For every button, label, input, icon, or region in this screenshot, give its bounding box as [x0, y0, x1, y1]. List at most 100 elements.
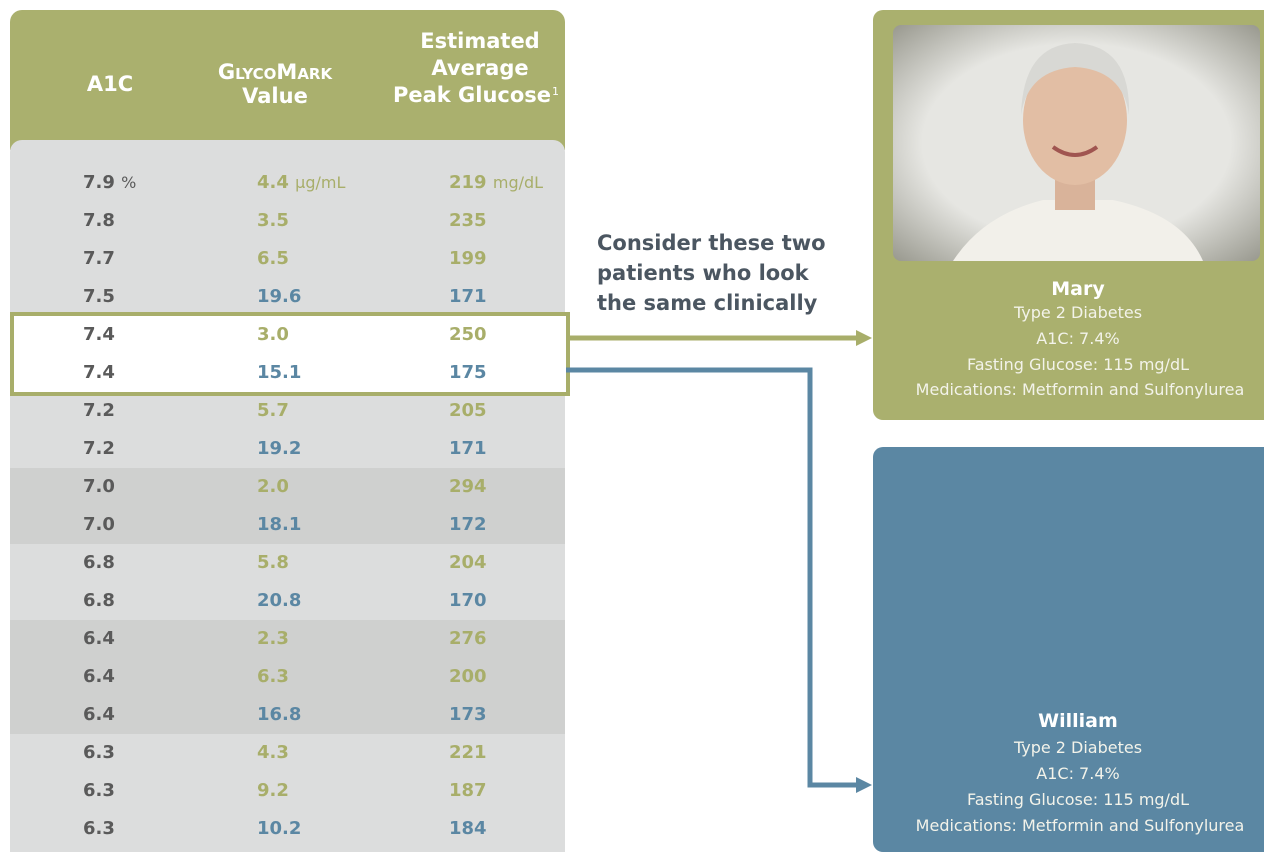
cell-a1c: 7.5 [83, 278, 115, 316]
cell-glycomark: 5.7 [257, 392, 289, 430]
callout-text: the same clinically [597, 291, 818, 315]
unit: % [121, 173, 137, 192]
unit: mg/dL [492, 173, 544, 192]
callout-text: Consider these two [597, 231, 826, 255]
cell-value: 205 [449, 400, 487, 421]
header-peak: Peak Glucose [392, 83, 552, 107]
cell-value: 6.3 [83, 780, 115, 801]
cell-glycomark: 2.3 [257, 620, 289, 658]
cell-value: 187 [449, 780, 487, 801]
cell-peak: 235 [449, 202, 487, 240]
cell-value: 3.0 [257, 324, 289, 345]
cell-a1c: 6.8 [83, 582, 115, 620]
cell-a1c: 6.3 [83, 734, 115, 772]
cell-value: 15.1 [257, 362, 302, 383]
cell-value: 219 [449, 172, 487, 193]
cell-value: 7.4 [83, 324, 115, 345]
cell-value: 250 [449, 324, 487, 345]
cell-value: 18.1 [257, 514, 302, 535]
arrow-head [856, 777, 872, 793]
cell-glycomark: 19.2 [257, 430, 301, 468]
cell-peak: 173 [449, 696, 487, 734]
cell-value: 4.3 [257, 742, 289, 763]
cell-glycomark: 10.2 [257, 810, 301, 848]
cell-peak: 219 mg/dL [449, 164, 543, 202]
cell-value: 175 [449, 362, 487, 383]
cell-peak: 205 [449, 392, 487, 430]
cell-value: 7.4 [83, 362, 115, 383]
header-a1c: A1C [86, 72, 134, 96]
header-glycomark: Value [242, 84, 308, 108]
patient-detail: A1C: 7.4% [1036, 764, 1120, 783]
cell-value: 7.7 [83, 248, 115, 269]
cell-glycomark: 20.8 [257, 582, 301, 620]
cell-a1c: 7.2 [83, 430, 115, 468]
arrow-head [856, 330, 872, 346]
table-header: A1C GlycoMark Value Estimated Average Pe… [10, 10, 565, 150]
cell-peak: 175 [449, 354, 487, 392]
cell-value: 2.3 [257, 628, 289, 649]
cell-a1c: 6.4 [83, 696, 115, 734]
patient-detail: A1C: 7.4% [1036, 329, 1120, 348]
cell-value: 2.0 [257, 476, 289, 497]
cell-value: 204 [449, 552, 487, 573]
cell-peak: 187 [449, 772, 487, 810]
cell-peak: 172 [449, 506, 487, 544]
patient-detail: Fasting Glucose: 115 mg/dL [966, 355, 1190, 374]
cell-glycomark: 18.1 [257, 506, 301, 544]
cell-a1c: 7.0 [83, 506, 115, 544]
cell-a1c: 6.4 [83, 658, 115, 696]
cell-glycomark: 2.0 [257, 468, 289, 506]
cell-value: 3.5 [257, 210, 289, 231]
patient-name: William [1038, 710, 1118, 732]
cell-value: 19.6 [257, 286, 302, 307]
cell-value: 6.4 [83, 704, 115, 725]
cell-value: 6.3 [257, 666, 289, 687]
cell-value: 4.4 [257, 172, 289, 193]
footnote-marker: 1 [552, 85, 559, 98]
patient-photo [893, 25, 1260, 261]
patient-detail: Fasting Glucose: 115 mg/dL [966, 790, 1190, 809]
cell-value: 7.8 [83, 210, 115, 231]
cell-a1c: 6.4 [83, 620, 115, 658]
cell-value: 7.0 [83, 514, 115, 535]
cell-value: 221 [449, 742, 487, 763]
cell-value: 6.3 [83, 742, 115, 763]
cell-value: 20.8 [257, 590, 302, 611]
cell-glycomark: 16.8 [257, 696, 301, 734]
cell-value: 7.5 [83, 286, 115, 307]
cell-value: 5.8 [257, 552, 289, 573]
cell-glycomark: 5.8 [257, 544, 289, 582]
cell-glycomark: 3.5 [257, 202, 289, 240]
cell-glycomark: 6.3 [257, 658, 289, 696]
cell-value: 276 [449, 628, 487, 649]
cell-value: 9.2 [257, 780, 289, 801]
cell-glycomark: 9.2 [257, 772, 289, 810]
cell-value: 7.9 [83, 172, 115, 193]
cell-glycomark: 4.3 [257, 734, 289, 772]
cell-a1c: 7.4 [83, 354, 115, 392]
cell-value: 10.2 [257, 818, 302, 839]
cell-a1c: 6.3 [83, 810, 115, 848]
patient-name: Mary [1051, 278, 1105, 300]
patient-detail: Type 2 Diabetes [1013, 738, 1143, 757]
shaded-row [10, 658, 565, 696]
cell-value: 200 [449, 666, 487, 687]
cell-peak: 200 [449, 658, 487, 696]
cell-a1c: 7.8 [83, 202, 115, 240]
cell-value: 172 [449, 514, 487, 535]
cell-peak: 171 [449, 430, 487, 468]
cell-value: 184 [449, 818, 487, 839]
cell-a1c: 7.9 % [83, 164, 136, 202]
unit: μg/mL [295, 173, 346, 192]
shaded-row [10, 696, 565, 734]
cell-a1c: 7.2 [83, 392, 115, 430]
cell-value: 6.3 [83, 818, 115, 839]
cell-a1c: 6.3 [83, 772, 115, 810]
cell-peak: 276 [449, 620, 487, 658]
cell-value: 6.5 [257, 248, 289, 269]
cell-peak: 184 [449, 810, 487, 848]
cell-peak: 204 [449, 544, 487, 582]
